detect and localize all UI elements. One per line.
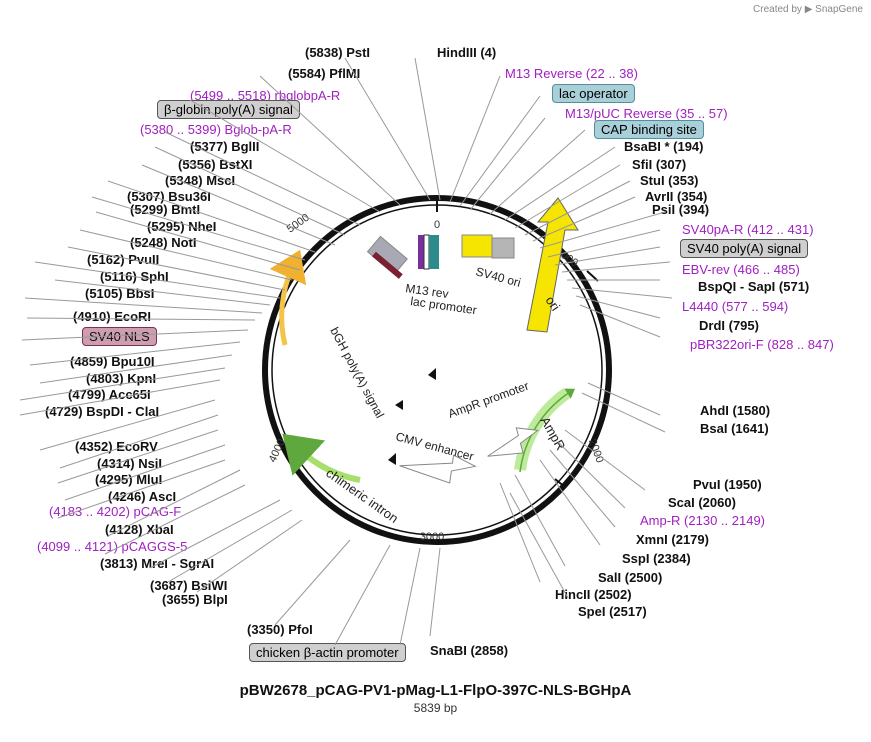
label-CAPbindingsite[interactable]: CAP binding site: [594, 120, 704, 139]
label-lacoperator[interactable]: lac operator: [552, 84, 635, 103]
label-BspDIClaI[interactable]: (4729) BspDI - ClaI: [45, 404, 159, 419]
m13-rev-lac-promoter-bar-purple[interactable]: [418, 235, 424, 269]
label-SpeI[interactable]: SpeI (2517): [578, 604, 647, 619]
plasmid-subtitle: 5839 bp: [0, 701, 871, 715]
label-SnaBI[interactable]: SnaBI (2858): [430, 643, 508, 658]
label-EcoRI[interactable]: (4910) EcoRI: [73, 309, 151, 324]
label-NotI[interactable]: (5248) NotI: [130, 235, 196, 250]
label-BmtI[interactable]: (5299) BmtI: [130, 202, 200, 217]
m13-rev-lac-promoter-bar-teal[interactable]: [429, 235, 439, 269]
plasmid-title: pBW2678_pCAG-PV1-pMag-L1-FlpO-397C-NLS-B…: [0, 682, 871, 699]
label-MscI[interactable]: (5348) MscI: [165, 173, 235, 188]
label-M13pUCReverse[interactable]: M13/pUC Reverse (35 .. 57): [565, 106, 728, 121]
direction-flag-1: [395, 400, 403, 410]
label-BglobpAR[interactable]: (5380 .. 5399) Bglob-pA-R: [140, 122, 292, 137]
label-SspI[interactable]: SspI (2384): [622, 551, 691, 566]
label-SphI[interactable]: (5116) SphI: [100, 269, 169, 284]
tick-label-5000: 5000: [285, 212, 312, 236]
label-SV40NLS[interactable]: SV40 NLS: [82, 327, 157, 346]
tick-label-0: 0: [434, 219, 440, 231]
label-HindIII[interactable]: HindIII (4): [437, 45, 496, 60]
label-AmpR[interactable]: Amp-R (2130 .. 2149): [640, 513, 765, 528]
label-PflMI[interactable]: (5584) PflMI: [288, 66, 360, 81]
direction-flag-2: [428, 368, 436, 380]
label-AscI[interactable]: (4246) AscI: [108, 489, 176, 504]
label-MluI[interactable]: (4295) MluI: [95, 472, 162, 487]
label-BstXI[interactable]: (5356) BstXI: [178, 157, 252, 172]
direction-flag-3: [388, 453, 396, 465]
label-KpnI[interactable]: (4803) KpnI: [86, 371, 156, 386]
label-AhdI[interactable]: AhdI (1580): [700, 403, 770, 418]
label-DrdI[interactable]: DrdI (795): [699, 318, 759, 333]
label-HincII[interactable]: HincII (2502): [555, 587, 632, 602]
label-StuI[interactable]: StuI (353): [640, 173, 699, 188]
label-PstI[interactable]: (5838) PstI: [305, 45, 370, 60]
bgh-polya-signal-label: bGH poly(A) signal: [327, 325, 387, 421]
sv40-ori-label: SV40 ori: [474, 264, 522, 289]
label-PsiI[interactable]: PsiI (394): [652, 202, 709, 217]
label-ScaI[interactable]: ScaI (2060): [668, 495, 736, 510]
label-XbaI[interactable]: (4128) XbaI: [105, 522, 174, 537]
ampr-arrow-label: AmpR: [537, 414, 568, 453]
label-Bpu10I[interactable]: (4859) Bpu10I: [70, 354, 155, 369]
label-PvuI[interactable]: PvuI (1950): [693, 477, 762, 492]
label-pCAGF[interactable]: (4183 .. 4202) pCAG-F: [49, 504, 181, 519]
label-XmnI[interactable]: XmnI (2179): [636, 532, 709, 547]
label-pCAGGS5[interactable]: (4099 .. 4121) pCAGGS-5: [37, 539, 187, 554]
label-chickenbactinpromoter[interactable]: chicken β-actin promoter: [249, 643, 406, 662]
label-M13Reverse[interactable]: M13 Reverse (22 .. 38): [505, 66, 638, 81]
label-SV40pAR[interactable]: SV40pA-R (412 .. 431): [682, 222, 814, 237]
label-PfoI[interactable]: (3350) PfoI: [247, 622, 313, 637]
m13-rev-lac-promoter-bar-white: [424, 235, 429, 269]
label-BbsI[interactable]: (5105) BbsI: [85, 286, 154, 301]
label-MreISgrAI[interactable]: (3813) MreI - SgrAI: [100, 556, 214, 571]
label-SalI[interactable]: SalI (2500): [598, 570, 662, 585]
cmv-enhancer-label: CMV enhancer: [394, 429, 475, 463]
label-PvuII[interactable]: (5162) PvuII: [87, 252, 159, 267]
label-pBR322oriF[interactable]: pBR322ori-F (828 .. 847): [690, 337, 834, 352]
label-SV40polyA[interactable]: SV40 poly(A) signal: [680, 239, 808, 258]
label-EcoRV[interactable]: (4352) EcoRV: [75, 439, 158, 454]
label-BlpI[interactable]: (3655) BlpI: [162, 592, 228, 607]
label-BsaBI[interactable]: BsaBI * (194): [624, 139, 703, 154]
label-NheI[interactable]: (5295) NheI: [147, 219, 216, 234]
label-EBVrev[interactable]: EBV-rev (466 .. 485): [682, 262, 800, 277]
label-BglII[interactable]: (5377) BglII: [190, 139, 259, 154]
ampr-promoter-label: AmpR promoter: [446, 379, 530, 421]
label-BsiWI[interactable]: (3687) BsiWI: [150, 578, 227, 593]
label-BspQISapI[interactable]: BspQI - SapI (571): [698, 279, 809, 294]
sv40-ori-box-gray[interactable]: [492, 238, 514, 258]
label-Acc65I[interactable]: (4799) Acc65I: [68, 387, 151, 402]
tick-label-3000: 3000: [420, 531, 444, 543]
label-bglobinpolyA[interactable]: β-globin poly(A) signal: [157, 100, 300, 119]
plasmid-map-root: Created by ▶ SnapGene 0 1000 2000 3000 4…: [0, 0, 871, 742]
label-BsaI[interactable]: BsaI (1641): [700, 421, 769, 436]
label-SfiI[interactable]: SfiI (307): [632, 157, 686, 172]
label-L4440[interactable]: L4440 (577 .. 594): [682, 299, 788, 314]
label-NsiI[interactable]: (4314) NsiI: [97, 456, 162, 471]
sv40-ori-box-yellow[interactable]: [462, 235, 492, 257]
